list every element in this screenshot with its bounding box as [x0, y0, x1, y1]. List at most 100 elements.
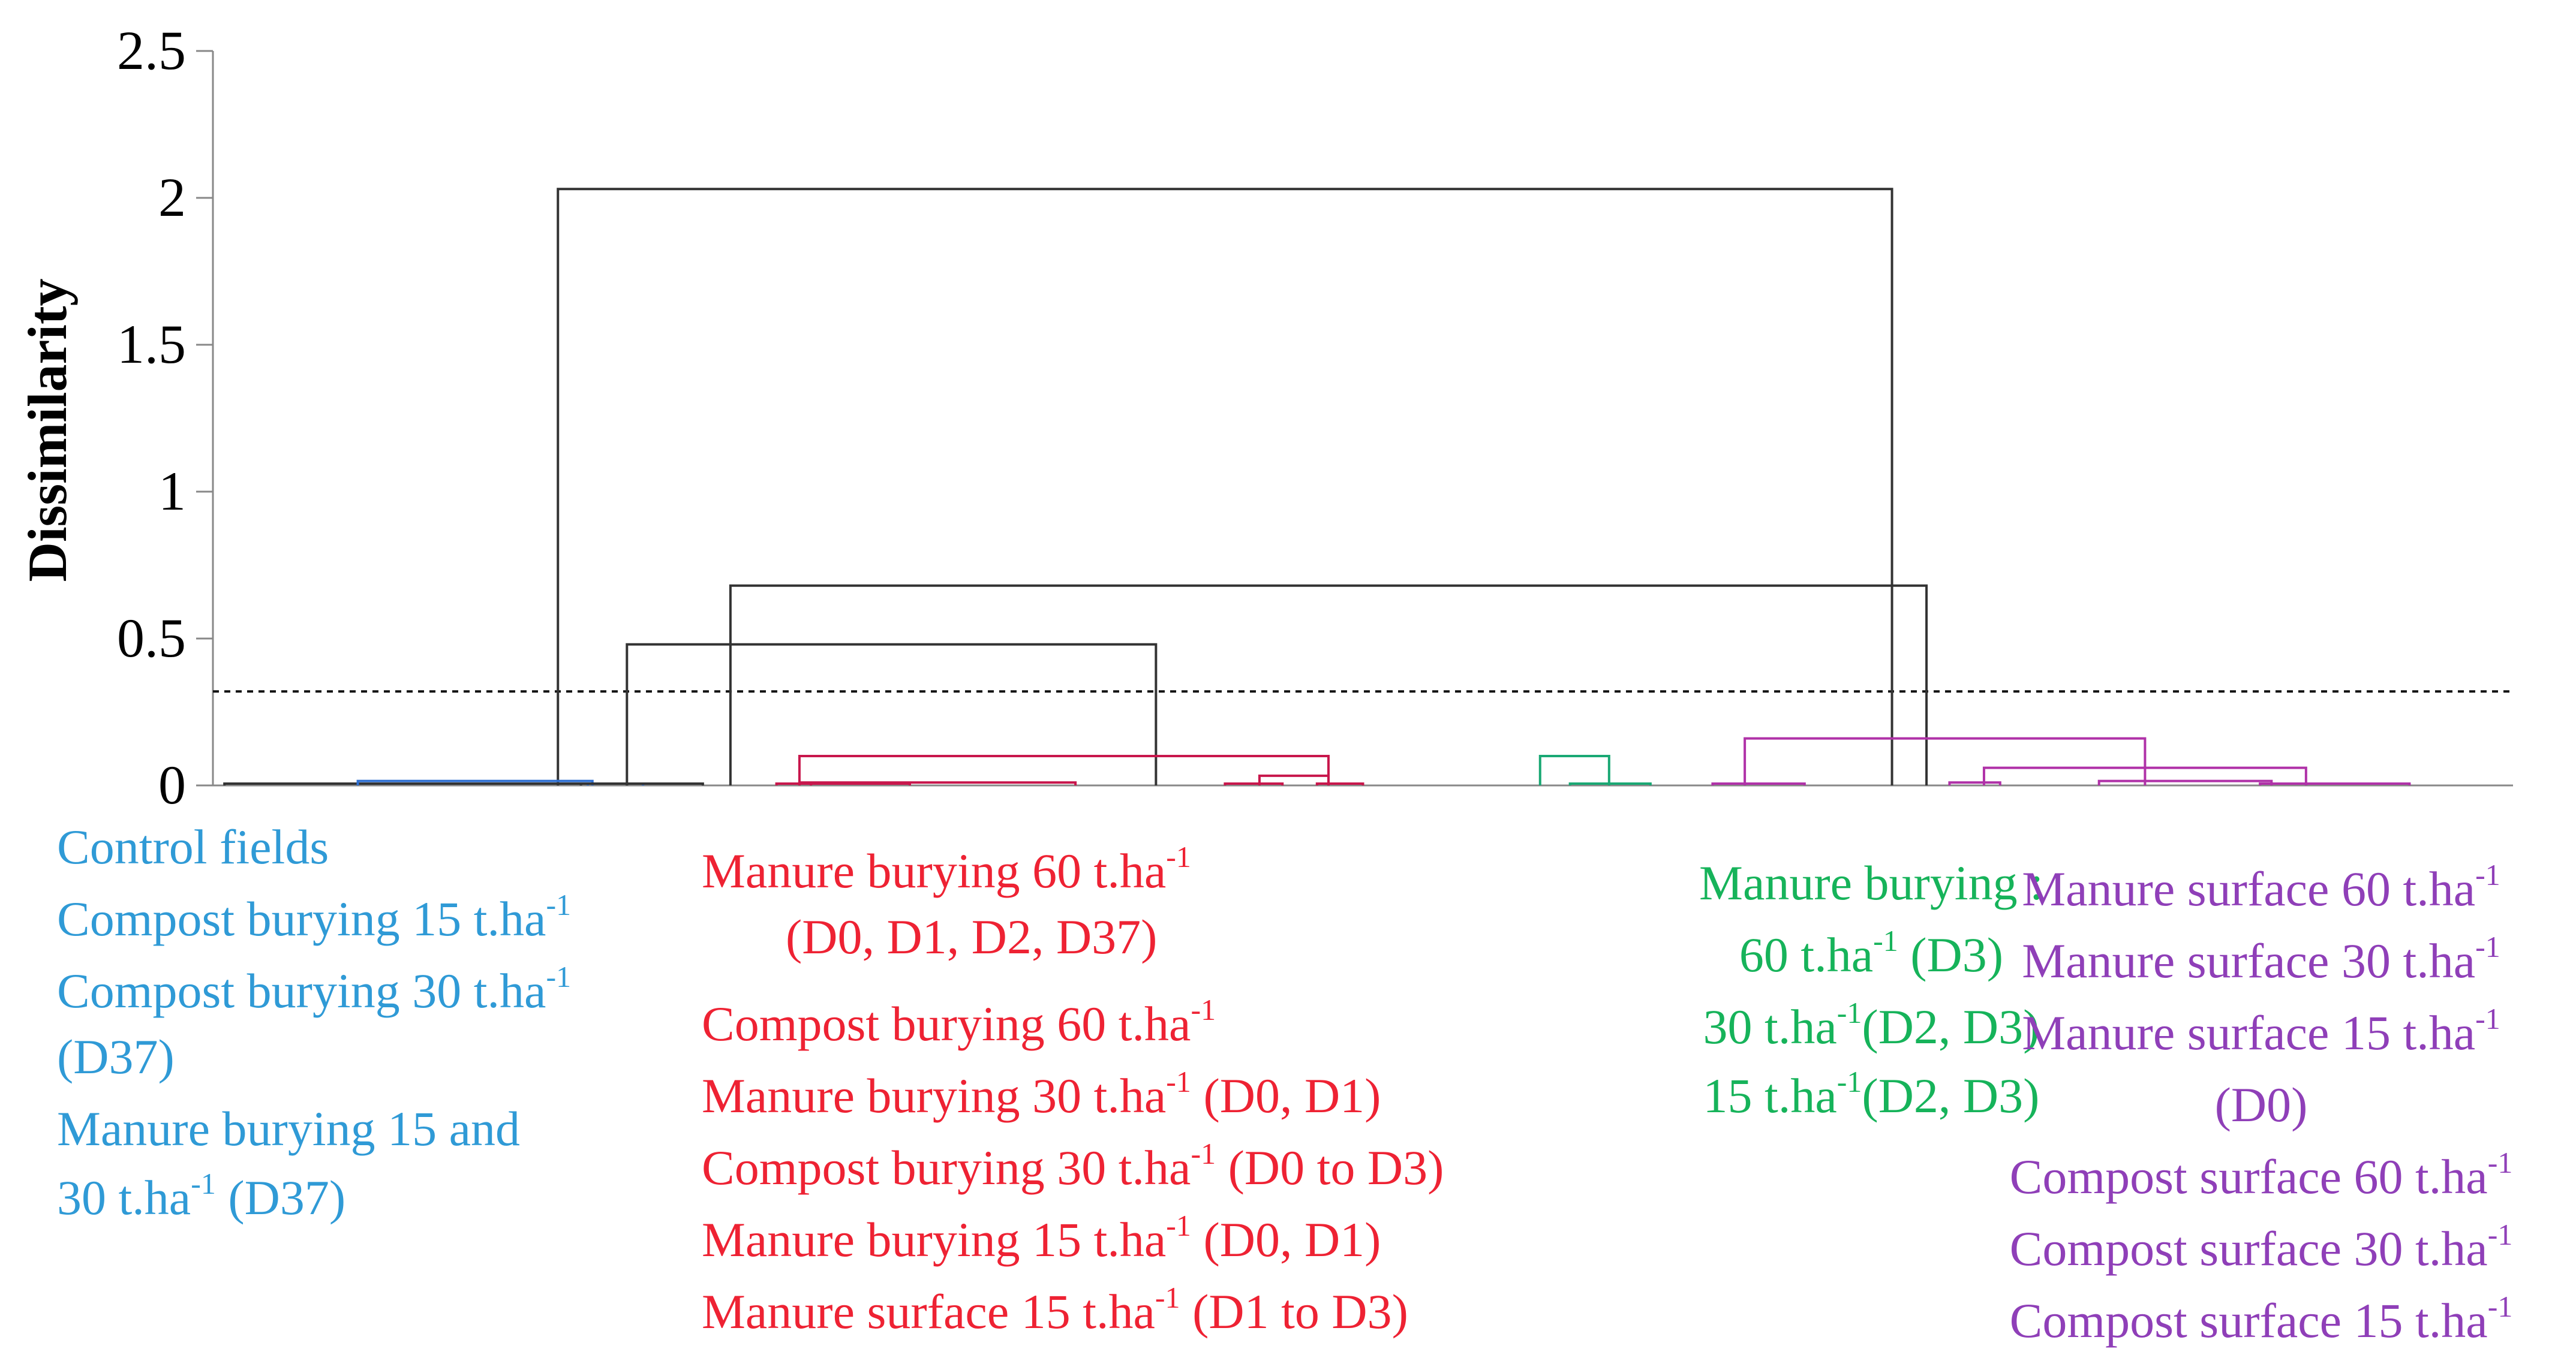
y-tick-label: 1: [158, 460, 186, 522]
y-axis-title: Dissimilarity: [17, 279, 78, 582]
legend-text: Compost surface 30 t.ha: [2010, 1221, 2488, 1276]
legend-text: (D37): [57, 1029, 175, 1084]
legend-superscript: -1: [2475, 1002, 2500, 1035]
legend-green-line: 15 t.ha-1(D2, D3): [1703, 1065, 2040, 1123]
legend-text: Manure burying 15 t.ha: [702, 1212, 1166, 1267]
dendrogram-link-black: [557, 188, 1893, 785]
legend-superscript: -1: [1191, 1137, 1216, 1170]
legend-superscript: -1: [1166, 1209, 1191, 1242]
dendrogram-link-green: [1538, 755, 1610, 785]
dendrogram-link-purple: [1982, 766, 2307, 785]
legend-purple-line: Compost surface 30 t.ha-1: [2010, 1218, 2513, 1276]
legend-blue-line: (D37): [57, 1029, 175, 1084]
legend-green-line: 30 t.ha-1(D2, D3): [1703, 996, 2040, 1054]
legend-text: (D0, D1): [1191, 1068, 1381, 1123]
legend-superscript: -1: [1166, 1065, 1191, 1098]
dendrogram-link-purple: [1744, 737, 2147, 785]
legend-text: (D2, D3): [1862, 999, 2039, 1054]
y-tick-label: 2.5: [117, 20, 186, 81]
legend-text: Compost surface 15 t.ha: [2010, 1293, 2488, 1348]
legend-text: Manure burying 30 t.ha: [702, 1068, 1166, 1123]
legend-text: (D37): [216, 1170, 345, 1225]
legend-green-line: 60 t.ha-1 (D3): [1739, 924, 2003, 982]
dendrogram-link-purple: [1948, 781, 2001, 785]
dendrogram-link-green: [1568, 782, 1652, 785]
dendrogram-link-red: [1315, 782, 1364, 785]
legend-superscript: -1: [2488, 1290, 2513, 1323]
y-tick-label: 0: [158, 754, 186, 815]
legend-superscript: -1: [2475, 858, 2500, 892]
legend-text: Manure burying :: [1699, 856, 2043, 910]
legend-text: (D0, D1, D2, D37): [786, 910, 1157, 964]
legend-superscript: -1: [2488, 1218, 2513, 1251]
dendrogram-link-black: [579, 782, 704, 785]
legend-superscript: -1: [1191, 993, 1216, 1026]
legend-superscript: -1: [1837, 1065, 1862, 1098]
legend-superscript: -1: [2488, 1146, 2513, 1179]
y-tick-label: 2: [158, 167, 186, 228]
dendrogram-link-black: [626, 643, 1158, 785]
legend-purple-line: Manure surface 60 t.ha-1: [2022, 858, 2500, 916]
y-tick-label: 1.5: [117, 314, 186, 375]
y-axis: 0 0.5 1 1.5 2 2.5 Dissimilarity: [17, 20, 2513, 815]
legend-blue-line: Control fields: [57, 820, 329, 874]
dendrogram-link-red: [1224, 782, 1284, 785]
legend-red-line: (D0, D1, D2, D37): [786, 910, 1157, 964]
legend-text: Compost surface 60 t.ha: [2010, 1149, 2488, 1204]
legend-text: Manure surface 30 t.ha: [2022, 934, 2475, 988]
legend-text: Manure burying 60 t.ha: [702, 844, 1166, 898]
legend-text: 60 t.ha: [1739, 928, 1873, 982]
legend-superscript: -1: [546, 888, 571, 922]
legend-text: Control fields: [57, 820, 329, 874]
legend-text: Manure surface 15 t.ha: [2022, 1005, 2475, 1060]
dendrogram-link-black: [729, 584, 1928, 785]
legend-purple-line: (D0): [2215, 1077, 2308, 1132]
legend-text: 30 t.ha: [57, 1170, 191, 1225]
legend-text: (D2, D3): [1862, 1068, 2039, 1123]
legend-blue-line: Compost burying 30 t.ha-1: [57, 960, 571, 1018]
legend-purple-line: Manure surface 30 t.ha-1: [2022, 930, 2500, 988]
legend-red-line: Manure burying 15 t.ha-1 (D0, D1): [702, 1209, 1381, 1267]
legend-text: (D0, D1): [1191, 1212, 1381, 1267]
legend-text: Manure burying 15 and: [57, 1101, 520, 1156]
legend-text: 15 t.ha: [1703, 1068, 1837, 1123]
legend-text: Manure surface 60 t.ha: [2022, 862, 2475, 916]
legend-text: (D1 to D3): [1180, 1284, 1408, 1339]
legend-superscript: -1: [1166, 840, 1191, 874]
y-tick-label: 0.5: [117, 607, 186, 669]
dendrogram-link-red: [798, 755, 1330, 785]
legend-superscript: -1: [2475, 930, 2500, 963]
legend-purple-line: Manure surface 15 t.ha-1: [2022, 1002, 2500, 1060]
legend-superscript: -1: [1837, 996, 1862, 1029]
legend-text: Compost burying 60 t.ha: [702, 996, 1191, 1051]
legend-red-line: Manure burying 60 t.ha-1: [702, 840, 1191, 898]
legend-purple-line: Compost surface 60 t.ha-1: [2010, 1146, 2513, 1204]
legend-red-line: Compost burying 60 t.ha-1: [702, 993, 1216, 1051]
dendrogram-links: [223, 188, 2411, 785]
dendrogram-link-red: [1258, 774, 1330, 785]
legend-red-line: Compost burying 30 t.ha-1 (D0 to D3): [702, 1137, 1444, 1195]
legend-superscript: -1: [546, 960, 571, 993]
legend-superscript: -1: [191, 1167, 216, 1200]
legend-blue-line: Compost burying 15 t.ha-1: [57, 888, 571, 946]
dendrogram-link-purple: [2259, 782, 2411, 785]
legend-text: (D0 to D3): [1216, 1140, 1444, 1195]
legend-text: 30 t.ha: [1703, 999, 1837, 1054]
legend-superscript: -1: [1873, 924, 1898, 957]
legend-text: (D0): [2215, 1077, 2308, 1132]
dendrogram-link-red: [810, 782, 912, 785]
dendrogram-link-purple: [1711, 782, 1806, 785]
legend-blue-line: Manure burying 15 and: [57, 1101, 520, 1156]
legend-text: (D3): [1898, 928, 2003, 982]
legend-purple-line: Compost surface 15 t.ha-1: [2010, 1290, 2513, 1348]
legend-text: Compost burying 30 t.ha: [702, 1140, 1191, 1195]
legend-text: Compost burying 15 t.ha: [57, 892, 546, 946]
legend-text: Manure surface 15 t.ha: [702, 1284, 1155, 1339]
legend-text: Compost burying 30 t.ha: [57, 963, 546, 1018]
legend-green-line: Manure burying :: [1699, 856, 2043, 910]
legend-red-line: Manure surface 15 t.ha-1 (D1 to D3): [702, 1281, 1408, 1339]
legend-superscript: -1: [1155, 1281, 1180, 1314]
legend-blue-line: 30 t.ha-1 (D37): [57, 1167, 345, 1225]
